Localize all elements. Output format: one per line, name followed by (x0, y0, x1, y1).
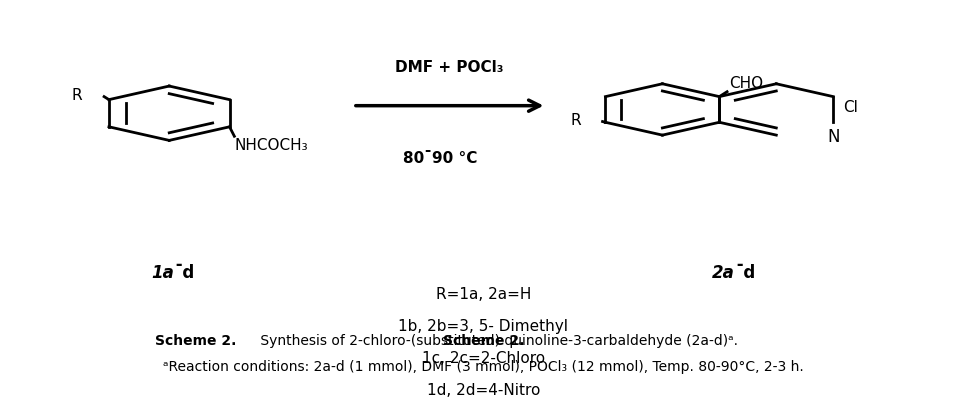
Text: ¯d: ¯d (735, 264, 755, 282)
Text: DMF + POCl₃: DMF + POCl₃ (396, 60, 504, 75)
Text: 2a: 2a (712, 264, 735, 282)
Text: 1b, 2b=3, 5- Dimethyl: 1b, 2b=3, 5- Dimethyl (398, 319, 569, 334)
Text: ᵃReaction conditions: 2a-d (1 mmol), DMF (3 mmol), POCl₃ (12 mmol), Temp. 80-90°: ᵃReaction conditions: 2a-d (1 mmol), DMF… (163, 360, 804, 374)
Text: NHCOCH₃: NHCOCH₃ (234, 138, 308, 153)
Text: R: R (72, 89, 82, 103)
Text: 80¯90 °C: 80¯90 °C (403, 151, 477, 166)
Text: Cl: Cl (843, 100, 858, 116)
Text: R: R (571, 113, 581, 128)
Text: ¯d: ¯d (174, 264, 194, 282)
Text: N: N (827, 128, 839, 146)
Text: CHO: CHO (729, 76, 763, 91)
Text: Synthesis of 2-chloro-(substituted) quinoline-3-carbaldehyde (2a-d)ᵃ.: Synthesis of 2-chloro-(substituted) quin… (256, 334, 738, 348)
Text: R=1a, 2a=H: R=1a, 2a=H (436, 287, 531, 302)
Text: 1c, 2c=2-Chloro: 1c, 2c=2-Chloro (422, 351, 545, 366)
Text: 1a: 1a (151, 264, 174, 282)
Text: 1d, 2d=4-Nitro: 1d, 2d=4-Nitro (426, 383, 541, 397)
Text: Scheme 2.: Scheme 2. (443, 334, 524, 348)
Text: Scheme 2.: Scheme 2. (155, 334, 236, 348)
